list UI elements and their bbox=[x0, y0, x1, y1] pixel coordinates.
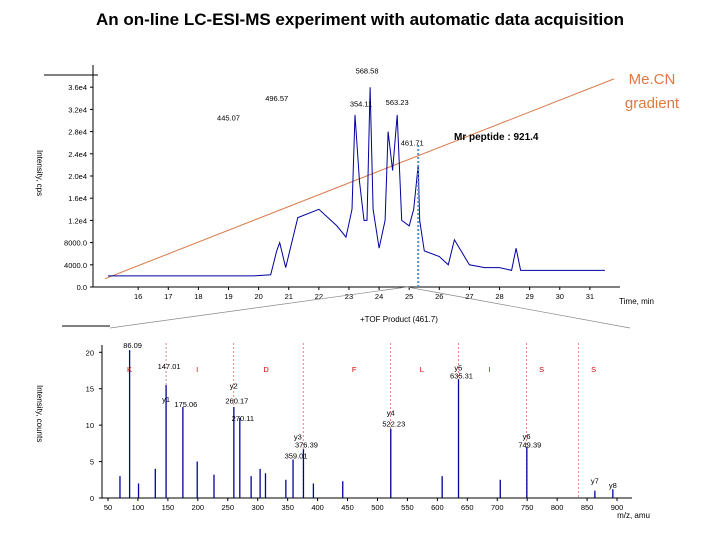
bottom-x-tick-label: 100 bbox=[132, 503, 145, 512]
top-y-tick-label: 2.4e4 bbox=[68, 150, 87, 159]
top-y-tick-label: 1.2e4 bbox=[68, 216, 87, 225]
ion-label: y8 bbox=[609, 481, 617, 490]
top-peak-label: 563.23 bbox=[386, 98, 409, 107]
top-x-tick-label: 31 bbox=[586, 292, 594, 301]
bottom-y-tick-label: 0 bbox=[90, 494, 94, 503]
ion-label: y5 bbox=[454, 364, 462, 373]
sequence-residue: F bbox=[352, 365, 357, 374]
sequence-residue: D bbox=[263, 365, 269, 374]
top-y-axis-label: Intensity, cps bbox=[35, 150, 44, 196]
bottom-x-tick-label: 200 bbox=[192, 503, 205, 512]
top-y-tick-label: 1.6e4 bbox=[68, 194, 87, 203]
top-x-tick-label: 29 bbox=[525, 292, 533, 301]
sequence-residue: I bbox=[196, 365, 198, 374]
spectrum-peak-label: 635.31 bbox=[450, 372, 473, 381]
top-y-tick-label: 8000.0 bbox=[64, 239, 87, 248]
bottom-x-tick-label: 350 bbox=[281, 503, 294, 512]
top-x-axis-label: Time, min bbox=[619, 297, 654, 306]
lc-chromatogram: 16 17 18 19 20 21 22 23 24 25 26 27 28 29 30 31 0.0 4000.… bbox=[35, 65, 680, 306]
bottom-x-tick-label: 600 bbox=[431, 503, 444, 512]
ion-label: y4 bbox=[387, 409, 395, 418]
spectrum-peak-label: 749.39 bbox=[518, 441, 541, 450]
bottom-x-tick-label: 50 bbox=[104, 503, 112, 512]
chromatogram-trace bbox=[108, 87, 605, 277]
bottom-x-tick-label: 400 bbox=[311, 503, 324, 512]
spectrum-peak-label: 147.01 bbox=[158, 362, 181, 371]
slide-title: An on-line LC-ESI-MS experiment with aut… bbox=[96, 10, 624, 29]
gradient-label-line-1: Me.CN bbox=[629, 71, 676, 88]
bottom-x-tick-label: 850 bbox=[581, 503, 594, 512]
bottom-x-tick-label: 250 bbox=[222, 503, 235, 512]
ion-label: y3 bbox=[294, 433, 302, 442]
sequence-residue: K bbox=[127, 365, 132, 374]
bottom-x-tick-label: 450 bbox=[341, 503, 354, 512]
top-peak-label: 461.71 bbox=[401, 138, 424, 147]
bottom-x-tick-label: 550 bbox=[401, 503, 414, 512]
ion-label: y7 bbox=[591, 476, 599, 485]
bottom-x-tick-label: 150 bbox=[162, 503, 175, 512]
sequence-residue: L bbox=[420, 365, 424, 374]
top-x-tick-label: 21 bbox=[285, 292, 293, 301]
top-y-tick-label: 2.8e4 bbox=[68, 128, 87, 137]
bottom-y-tick-label: 10 bbox=[86, 421, 94, 430]
top-x-tick-label: 17 bbox=[164, 292, 172, 301]
spectrum-peak-label: 270.11 bbox=[232, 414, 254, 423]
zoom-connector-left bbox=[109, 286, 408, 329]
spectrum-title: +TOF Product (461.7) bbox=[360, 315, 438, 324]
spectrum-peak-label: 359.01 bbox=[285, 452, 308, 461]
sequence-residue: I bbox=[488, 365, 490, 374]
spectrum-peak-label: 376.39 bbox=[295, 441, 318, 450]
bottom-y-tick-label: 20 bbox=[86, 348, 94, 357]
top-y-tick-label: 2.0e4 bbox=[68, 172, 87, 181]
bottom-y-tick-label: 15 bbox=[86, 385, 94, 394]
top-y-tick-label: 4000.0 bbox=[64, 261, 87, 270]
top-peak-label: 354.11 bbox=[350, 100, 372, 109]
ion-label: y2 bbox=[230, 382, 238, 391]
top-y-tick-label: 0.0 bbox=[77, 283, 87, 292]
top-peak-label: 568.58 bbox=[356, 66, 379, 75]
sequence-residue: S bbox=[591, 365, 596, 374]
ion-label: y1 bbox=[162, 395, 170, 404]
spectrum-peak-label: 175.06 bbox=[174, 400, 197, 409]
top-x-tick-label: 16 bbox=[134, 292, 142, 301]
spectrum-peak-label: 86.09 bbox=[123, 341, 142, 350]
sequence-residue: S bbox=[539, 365, 544, 374]
top-x-tick-label: 27 bbox=[465, 292, 473, 301]
top-x-tick-label: 22 bbox=[315, 292, 323, 301]
bottom-y-tick-label: 5 bbox=[90, 458, 94, 467]
top-x-tick-label: 23 bbox=[345, 292, 353, 301]
ms-ms-spectrum: +TOF Product (461.7) 50 100 150 200 250 300 35… bbox=[35, 315, 650, 520]
top-peak-label: 496.57 bbox=[265, 94, 288, 103]
bottom-x-tick-label: 800 bbox=[551, 503, 564, 512]
top-x-tick-label: 19 bbox=[224, 292, 232, 301]
gradient-label-line-2: gradient bbox=[625, 95, 680, 112]
bottom-y-axis-label: Intensity, counts bbox=[35, 385, 44, 442]
zoom-connector-right bbox=[406, 286, 631, 329]
bottom-x-tick-label: 750 bbox=[521, 503, 534, 512]
top-x-tick-label: 18 bbox=[194, 292, 202, 301]
ion-label: y6 bbox=[523, 432, 531, 441]
top-y-tick-label: 3.2e4 bbox=[68, 105, 87, 114]
bottom-x-tick-label: 700 bbox=[491, 503, 504, 512]
bottom-x-tick-label: 500 bbox=[371, 503, 384, 512]
bottom-x-tick-label: 650 bbox=[461, 503, 474, 512]
top-y-tick-label: 3.6e4 bbox=[68, 83, 87, 92]
spectrum-peak-label: 522.23 bbox=[382, 420, 405, 429]
top-x-tick-label: 25 bbox=[405, 292, 413, 301]
top-x-tick-label: 28 bbox=[495, 292, 503, 301]
bottom-x-tick-label: 300 bbox=[251, 503, 264, 512]
top-peak-label: 445.07 bbox=[217, 114, 240, 123]
spectrum-peak-label: 260.17 bbox=[225, 396, 248, 405]
bottom-x-tick-label: 900 bbox=[611, 503, 624, 512]
top-x-tick-label: 26 bbox=[435, 292, 443, 301]
bottom-x-axis-label: m/z, amu bbox=[617, 511, 650, 520]
mr-peptide-annotation: Mr peptide : 921.4 bbox=[454, 132, 539, 143]
top-x-tick-label: 20 bbox=[254, 292, 262, 301]
top-x-tick-label: 24 bbox=[375, 292, 383, 301]
top-x-tick-label: 30 bbox=[556, 292, 564, 301]
